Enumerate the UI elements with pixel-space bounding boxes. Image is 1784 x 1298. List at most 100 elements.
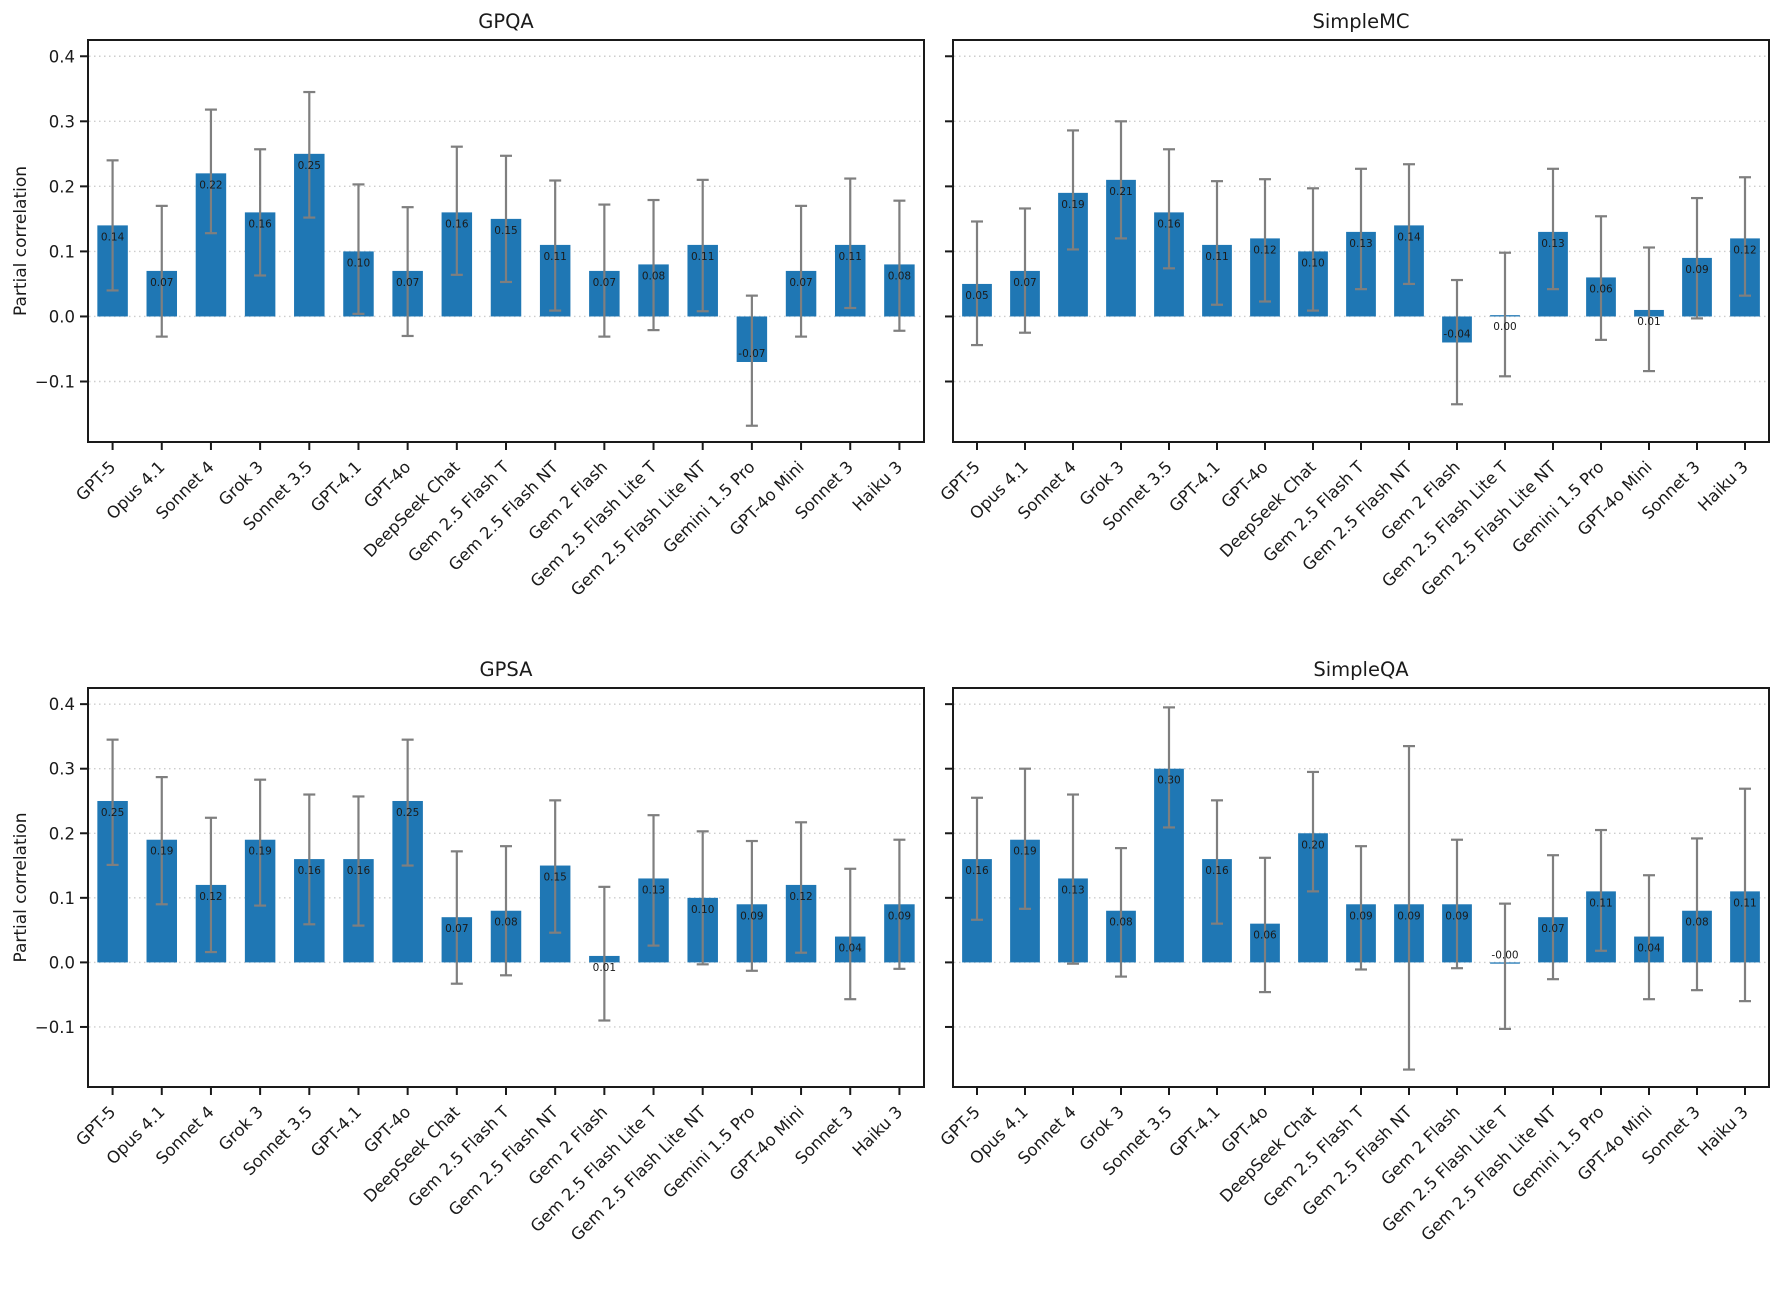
error-bar xyxy=(1547,167,1559,291)
error-bar xyxy=(1403,745,1415,1071)
bar-value-label: 0.11 xyxy=(691,251,714,263)
error-bar xyxy=(450,850,463,985)
bar-value-label: 0.11 xyxy=(839,251,862,263)
bar-value-label: 0.13 xyxy=(642,884,665,896)
error-bar xyxy=(598,885,611,1022)
error-bar xyxy=(401,206,414,338)
error-bar xyxy=(1499,251,1511,378)
error-bar xyxy=(844,867,857,1001)
y-tick-label: 0.2 xyxy=(49,824,75,843)
error-bar xyxy=(1691,837,1703,992)
error-bar xyxy=(1019,207,1031,334)
error-bar xyxy=(1643,874,1655,1001)
y-tick-label: 0.4 xyxy=(49,47,75,66)
x-tick-label: GPT-4.1 xyxy=(1165,1102,1223,1160)
bar-value-label: 0.07 xyxy=(593,277,616,289)
bar-value-label: 0.19 xyxy=(1013,846,1036,858)
bar-value-label: 0.19 xyxy=(150,846,173,858)
error-bar xyxy=(352,795,365,927)
error-bar xyxy=(795,821,808,954)
panel-title: GPQA xyxy=(478,10,534,33)
error-bar xyxy=(106,159,119,292)
bar-value-label: -0.07 xyxy=(738,348,765,360)
bar-value-label: 0.12 xyxy=(1253,244,1276,256)
error-bar xyxy=(1547,854,1559,981)
error-bar xyxy=(1211,799,1223,925)
plot-spines xyxy=(952,687,1770,1088)
error-bar xyxy=(647,814,660,947)
error-bar xyxy=(1691,196,1703,320)
error-bar xyxy=(1115,847,1127,978)
error-bar xyxy=(745,294,758,427)
error-bar xyxy=(1739,176,1751,297)
bar-value-label: 0.08 xyxy=(1685,917,1708,929)
bar-value-label: 0.22 xyxy=(199,179,222,191)
error-bar xyxy=(204,816,217,954)
y-tick-label: 0.1 xyxy=(49,889,75,908)
y-axis-label: Partial correlation xyxy=(11,812,31,962)
bar-value-label: 0.13 xyxy=(1349,238,1372,250)
bar-value-label: 0.12 xyxy=(789,891,812,903)
plot-spines xyxy=(87,39,925,443)
error-bar xyxy=(106,738,119,867)
error-bar xyxy=(696,178,709,313)
bar-value-label: 0.30 xyxy=(1157,775,1180,787)
bar-value-label: 0.19 xyxy=(248,846,271,858)
bar-value-label: 0.09 xyxy=(888,910,911,922)
x-tick-label: Haiku 3 xyxy=(849,1102,907,1160)
error-bar xyxy=(893,199,906,332)
error-bar xyxy=(1355,167,1367,291)
plot-spines xyxy=(952,39,1770,443)
error-bar xyxy=(971,796,983,921)
bar-value-label: 0.12 xyxy=(199,891,222,903)
bar-value-label: 0.16 xyxy=(1205,865,1229,877)
bar-value-label: 0.11 xyxy=(1589,897,1612,909)
bar-value-label: 0.09 xyxy=(740,910,763,922)
bar-value-label: -0.04 xyxy=(1443,328,1470,340)
error-bar xyxy=(401,738,414,867)
error-bar xyxy=(745,839,758,972)
error-bar xyxy=(549,799,562,934)
bar-value-label: 0.10 xyxy=(1301,257,1324,269)
bar-value-label: 0.06 xyxy=(1589,283,1613,295)
error-bar xyxy=(1643,246,1655,373)
bar-value-label: 0.08 xyxy=(888,270,911,282)
error-bar xyxy=(254,778,267,907)
error-bar xyxy=(352,183,365,315)
bar-value-label: 0.21 xyxy=(1109,186,1132,198)
bar-value-label: 0.09 xyxy=(1445,910,1468,922)
bar-value-label: 0.16 xyxy=(248,218,272,230)
error-bar xyxy=(204,108,217,235)
bar-value-label: 0.09 xyxy=(1685,264,1708,276)
panel-title: SimpleMC xyxy=(1312,10,1409,33)
error-bar xyxy=(1067,793,1079,965)
bar-value-label: 0.10 xyxy=(347,257,370,269)
error-bar xyxy=(795,204,808,338)
bar-value-label: 0.25 xyxy=(298,160,321,172)
y-tick-label: 0.1 xyxy=(49,242,75,261)
error-bar xyxy=(1115,120,1127,240)
bar-value-label: 0.25 xyxy=(396,807,419,819)
x-tick-label: Haiku 3 xyxy=(1694,1102,1752,1160)
bar-value-label: 0.07 xyxy=(445,923,468,935)
error-bar xyxy=(1019,767,1031,910)
x-tick-label: GPT-4.1 xyxy=(307,1102,365,1160)
error-bar xyxy=(1163,706,1175,829)
error-bar xyxy=(598,203,611,338)
error-bar xyxy=(1163,148,1175,270)
y-tick-label: 0.4 xyxy=(49,695,75,714)
y-tick-label: 0.2 xyxy=(49,177,75,196)
bar-value-label: 0.10 xyxy=(691,904,714,916)
error-bar xyxy=(1403,163,1415,286)
bar-value-label: 0.07 xyxy=(150,277,173,289)
y-tick-label: 0.3 xyxy=(49,112,75,131)
error-bar xyxy=(1211,180,1223,306)
bar-value-label: 0.11 xyxy=(1205,251,1228,263)
bar-value-label: 0.07 xyxy=(396,277,419,289)
error-bar xyxy=(647,198,660,332)
x-tick-label: Haiku 3 xyxy=(1694,457,1752,515)
